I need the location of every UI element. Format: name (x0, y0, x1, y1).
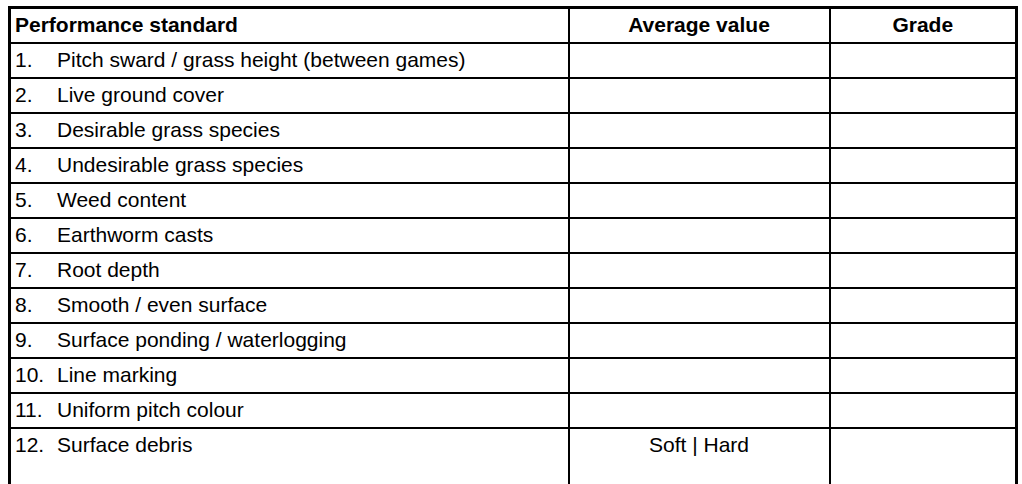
performance-standard-cell: 12.Surface debris (10, 428, 569, 484)
grade-cell[interactable] (830, 113, 1017, 148)
table-row: 7.Root depth (10, 253, 1017, 288)
table-row: 5.Weed content (10, 183, 1017, 218)
grade-cell[interactable] (830, 148, 1017, 183)
row-label: Live ground cover (57, 83, 224, 106)
row-label: Desirable grass species (57, 118, 280, 141)
grade-cell[interactable] (830, 323, 1017, 358)
table-body: 1.Pitch sward / grass height (between ga… (10, 43, 1017, 484)
performance-standard-cell: 6.Earthworm casts (10, 218, 569, 253)
grade-cell[interactable] (830, 393, 1017, 428)
table-row: 6.Earthworm casts (10, 218, 1017, 253)
grade-cell[interactable] (830, 358, 1017, 393)
row-label: Smooth / even surface (57, 293, 267, 316)
table-row: 1.Pitch sward / grass height (between ga… (10, 43, 1017, 78)
row-number: 8. (15, 291, 57, 318)
row-label: Line marking (57, 363, 177, 386)
performance-standard-cell: 8.Smooth / even surface (10, 288, 569, 323)
table-row: 11.Uniform pitch colour (10, 393, 1017, 428)
row-number: 12. (15, 431, 57, 458)
average-value-cell[interactable] (569, 113, 830, 148)
header-grade: Grade (830, 8, 1017, 44)
performance-standard-cell: 1.Pitch sward / grass height (between ga… (10, 43, 569, 78)
table-row: 10.Line marking (10, 358, 1017, 393)
average-value-cell[interactable] (569, 148, 830, 183)
grade-cell[interactable] (830, 253, 1017, 288)
row-number: 6. (15, 221, 57, 248)
grade-cell[interactable] (830, 43, 1017, 78)
row-label: Weed content (57, 188, 186, 211)
table-row: 8.Smooth / even surface (10, 288, 1017, 323)
header-row: Performance standard Average value Grade (10, 8, 1017, 44)
grade-cell[interactable] (830, 183, 1017, 218)
row-label: Earthworm casts (57, 223, 213, 246)
performance-standard-cell: 7.Root depth (10, 253, 569, 288)
performance-standard-cell: 5.Weed content (10, 183, 569, 218)
average-value-cell[interactable] (569, 78, 830, 113)
header-performance-standard: Performance standard (10, 8, 569, 44)
grade-cell[interactable] (830, 218, 1017, 253)
grade-cell[interactable] (830, 428, 1017, 484)
row-label: Uniform pitch colour (57, 398, 244, 421)
average-value-cell[interactable] (569, 183, 830, 218)
row-number: 3. (15, 116, 57, 143)
average-value-cell[interactable] (569, 253, 830, 288)
row-number: 1. (15, 46, 57, 73)
table-row: 3.Desirable grass species (10, 113, 1017, 148)
row-label: Pitch sward / grass height (between game… (57, 48, 466, 71)
average-value-cell[interactable]: Soft | Hard (569, 428, 830, 484)
row-label: Surface debris (57, 433, 192, 456)
row-label: Undesirable grass species (57, 153, 303, 176)
table-row: 9.Surface ponding / waterlogging (10, 323, 1017, 358)
performance-standards-table: Performance standard Average value Grade… (8, 6, 1018, 484)
performance-standard-cell: 4.Undesirable grass species (10, 148, 569, 183)
row-number: 11. (15, 396, 57, 423)
performance-standard-cell: 10.Line marking (10, 358, 569, 393)
row-number: 10. (15, 361, 57, 388)
average-value-cell[interactable] (569, 323, 830, 358)
average-value-cell[interactable] (569, 43, 830, 78)
average-value-cell[interactable] (569, 218, 830, 253)
table-row: 4.Undesirable grass species (10, 148, 1017, 183)
table-row: 2.Live ground cover (10, 78, 1017, 113)
table-header: Performance standard Average value Grade (10, 8, 1017, 44)
row-label: Surface ponding / waterlogging (57, 328, 347, 351)
performance-standard-cell: 2.Live ground cover (10, 78, 569, 113)
average-value-cell[interactable] (569, 393, 830, 428)
performance-standard-cell: 9.Surface ponding / waterlogging (10, 323, 569, 358)
row-number: 2. (15, 81, 57, 108)
row-number: 4. (15, 151, 57, 178)
row-label: Root depth (57, 258, 160, 281)
row-number: 5. (15, 186, 57, 213)
header-average-value: Average value (569, 8, 830, 44)
average-value-cell[interactable] (569, 358, 830, 393)
performance-standard-cell: 11.Uniform pitch colour (10, 393, 569, 428)
grade-cell[interactable] (830, 288, 1017, 323)
performance-standard-cell: 3.Desirable grass species (10, 113, 569, 148)
table-row: 12.Surface debris Soft | Hard (10, 428, 1017, 484)
row-number: 7. (15, 256, 57, 283)
average-value-cell[interactable] (569, 288, 830, 323)
row-number: 9. (15, 326, 57, 353)
grade-cell[interactable] (830, 78, 1017, 113)
